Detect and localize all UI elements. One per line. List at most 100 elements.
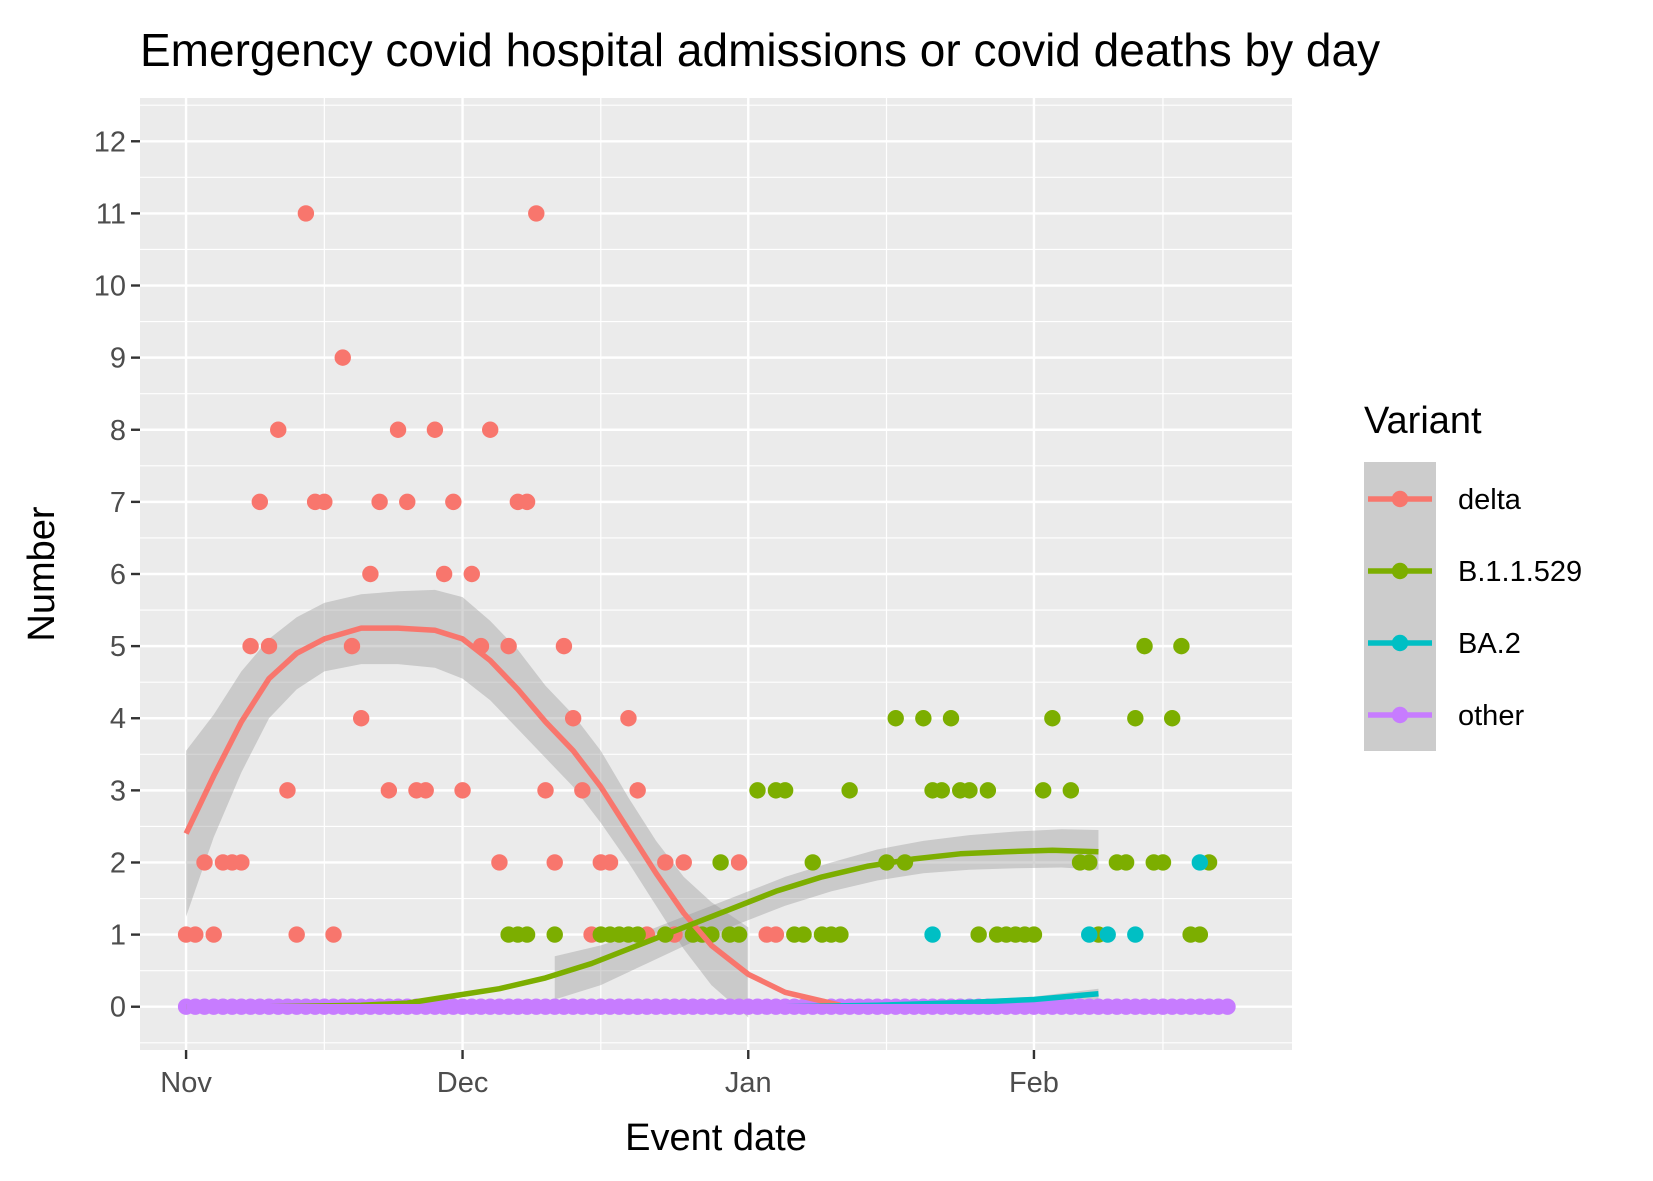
data-point-B.1.1.529 xyxy=(1191,926,1209,943)
data-point-B.1.1.529 xyxy=(942,710,960,727)
legend-key-background xyxy=(1364,462,1436,751)
data-point-B.1.1.529 xyxy=(970,926,987,943)
smooth-line-delta xyxy=(183,625,842,1008)
data-point-delta xyxy=(242,637,259,655)
data-point-delta xyxy=(454,782,471,799)
data-point-delta xyxy=(546,854,563,871)
y-tick-label: 12 xyxy=(94,126,126,158)
data-point-delta xyxy=(528,205,545,222)
data-point-B.1.1.529 xyxy=(1034,782,1052,799)
data-point-B.1.1.529 xyxy=(795,926,812,943)
data-point-delta xyxy=(417,782,434,799)
legend-key-point-other xyxy=(1391,706,1409,724)
data-point-delta xyxy=(629,782,646,799)
data-point-delta xyxy=(380,782,398,799)
data-point-B.1.1.529 xyxy=(961,782,978,799)
data-point-delta xyxy=(463,565,480,583)
data-point-delta xyxy=(500,637,517,655)
legend-label-other: other xyxy=(1458,700,1524,732)
data-point-B.1.1.529 xyxy=(730,926,748,943)
data-point-B.1.1.529 xyxy=(1163,710,1181,727)
data-point-BA.2 xyxy=(1127,926,1144,943)
data-point-delta xyxy=(279,782,296,799)
legend-label-delta: delta xyxy=(1458,484,1522,516)
data-point-delta xyxy=(371,493,388,511)
data-point-delta xyxy=(352,710,370,727)
y-tick-label: 7 xyxy=(110,487,126,519)
y-tick-label: 8 xyxy=(110,415,126,447)
confidence-band-delta xyxy=(186,589,749,1018)
x-axis: Nov Dec Jan Feb xyxy=(160,1050,1059,1099)
data-point-BA.2 xyxy=(1081,926,1098,943)
chart-title: Emergency covid hospital admissions or c… xyxy=(140,24,1380,76)
data-point-delta xyxy=(205,926,222,943)
data-point-B.1.1.529 xyxy=(915,710,932,727)
legend-label-B.1.1.529: B.1.1.529 xyxy=(1458,556,1582,588)
data-point-B.1.1.529 xyxy=(1025,926,1043,943)
data-point-B.1.1.529 xyxy=(933,782,950,799)
data-point-B.1.1.529 xyxy=(1062,782,1080,799)
y-tick-label: 0 xyxy=(110,992,126,1024)
data-point-BA.2 xyxy=(1191,854,1209,871)
y-tick-label: 11 xyxy=(96,198,126,230)
legend-key-point-delta xyxy=(1391,490,1409,508)
data-point-delta xyxy=(426,421,444,438)
data-point-delta xyxy=(297,205,315,222)
data-point-delta xyxy=(270,421,287,438)
data-point-B.1.1.529 xyxy=(887,710,904,727)
legend: Variant delta B.1.1.529 BA.2 other xyxy=(1364,400,1582,751)
data-point-delta xyxy=(325,926,342,943)
data-point-B.1.1.529 xyxy=(1081,854,1098,871)
data-point-B.1.1.529 xyxy=(1173,637,1190,655)
data-point-delta xyxy=(343,637,361,655)
data-point-B.1.1.529 xyxy=(1044,710,1061,727)
data-point-delta xyxy=(445,493,462,511)
data-point-B.1.1.529 xyxy=(629,926,646,943)
y-tick-label: 9 xyxy=(110,343,126,375)
y-tick-label: 10 xyxy=(94,271,126,303)
y-tick-label: 1 xyxy=(110,920,126,952)
x-tick-label: Feb xyxy=(1009,1067,1059,1099)
data-point-delta xyxy=(555,637,573,655)
y-tick-label: 2 xyxy=(110,847,126,879)
data-point-B.1.1.529 xyxy=(804,854,821,871)
data-point-B.1.1.529 xyxy=(832,926,849,943)
data-point-delta xyxy=(657,854,674,871)
data-point-delta xyxy=(251,493,269,511)
data-point-delta xyxy=(730,854,748,871)
data-point-B.1.1.529 xyxy=(546,926,563,943)
y-tick-label: 3 xyxy=(110,775,126,807)
data-point-B.1.1.529 xyxy=(979,782,997,799)
data-point-delta xyxy=(601,854,619,871)
data-point-B.1.1.529 xyxy=(749,782,766,799)
legend-key-point-BA.2 xyxy=(1391,634,1409,652)
data-point-delta xyxy=(362,565,379,583)
data-point-B.1.1.529 xyxy=(1136,637,1153,655)
data-point-B.1.1.529 xyxy=(776,782,794,799)
x-tick-label: Nov xyxy=(160,1067,212,1099)
data-point-delta xyxy=(620,710,637,727)
data-point-delta xyxy=(435,565,453,583)
data-point-delta xyxy=(537,782,554,799)
data-point-delta xyxy=(196,854,213,871)
data-point-delta xyxy=(675,854,692,871)
data-point-delta xyxy=(564,710,582,727)
data-point-delta xyxy=(491,854,508,871)
data-point-delta xyxy=(767,926,785,943)
legend-label-BA.2: BA.2 xyxy=(1458,628,1521,660)
data-point-BA.2 xyxy=(1099,926,1116,943)
data-point-delta xyxy=(518,493,536,511)
data-point-delta xyxy=(316,493,333,511)
data-point-delta xyxy=(482,421,499,438)
data-point-B.1.1.529 xyxy=(1117,854,1135,871)
confidence-band-B.1.1.529 xyxy=(554,829,1099,1000)
x-tick-label: Jan xyxy=(725,1067,772,1099)
data-point-delta xyxy=(288,926,305,943)
y-tick-label: 4 xyxy=(110,703,126,735)
legend-title: Variant xyxy=(1364,400,1482,442)
data-point-B.1.1.529 xyxy=(1154,854,1172,871)
data-point-B.1.1.529 xyxy=(1127,710,1144,727)
data-point-delta xyxy=(574,782,591,799)
